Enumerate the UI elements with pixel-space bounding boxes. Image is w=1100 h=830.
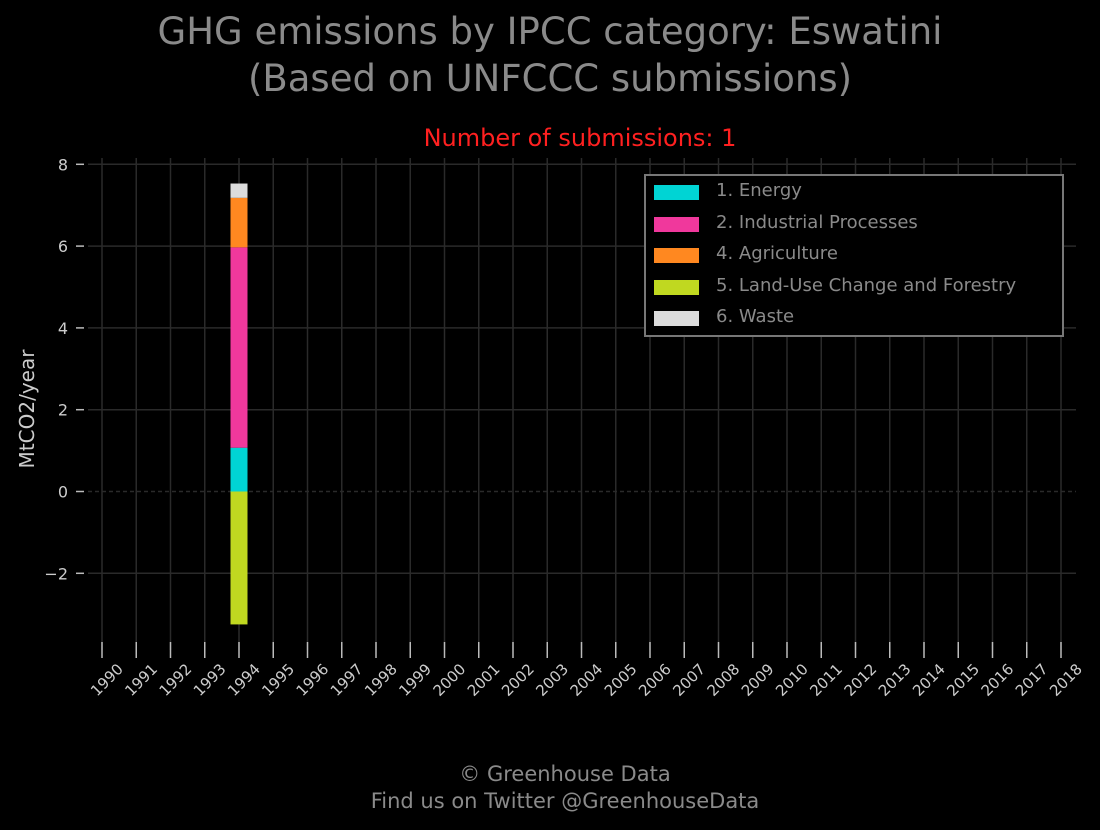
x-tick-label: 2000 bbox=[430, 660, 470, 700]
x-tick-label: 2009 bbox=[738, 660, 778, 700]
chart-title-line2: (Based on UNFCCC submissions) bbox=[247, 57, 853, 100]
x-tick-label: 2011 bbox=[806, 660, 846, 700]
y-tick-label: 2 bbox=[58, 401, 68, 420]
x-tick-label: 2010 bbox=[772, 660, 812, 700]
legend-label: 6. Waste bbox=[716, 306, 795, 327]
legend-label: 4. Agriculture bbox=[716, 243, 838, 264]
bar-segment bbox=[230, 183, 248, 198]
x-tick-label: 2004 bbox=[567, 660, 607, 700]
legend-swatch bbox=[654, 185, 699, 200]
legend-swatch bbox=[654, 279, 699, 295]
bar-segment bbox=[230, 447, 248, 492]
chart-subtitle: Number of submissions: 1 bbox=[423, 124, 737, 152]
x-tick-label: 2003 bbox=[532, 660, 572, 700]
bar-segment bbox=[230, 491, 248, 625]
x-tick-label: 1995 bbox=[258, 660, 298, 700]
legend-swatch bbox=[654, 216, 699, 232]
x-tick-label: 1997 bbox=[327, 660, 367, 700]
x-tick-label: 2008 bbox=[704, 660, 744, 700]
chart-title-line1: GHG emissions by IPCC category: Eswatini bbox=[157, 10, 943, 53]
x-tick-label: 2013 bbox=[875, 660, 915, 700]
x-tick-label: 2002 bbox=[498, 660, 538, 700]
footer-twitter: Find us on Twitter @GreenhouseData bbox=[370, 789, 760, 813]
bar-segment bbox=[230, 197, 248, 248]
bars bbox=[230, 183, 248, 625]
legend-swatch bbox=[654, 248, 699, 263]
y-tick-label: 4 bbox=[58, 319, 68, 338]
x-tick-label: 1991 bbox=[121, 660, 161, 700]
x-tick-label: 1992 bbox=[156, 660, 196, 700]
y-axis-label: MtCO2/year bbox=[15, 349, 39, 469]
x-tick-label: 2007 bbox=[669, 660, 709, 700]
legend: 1. Energy 2. Industrial Processes 4. Agric… bbox=[644, 174, 1064, 337]
x-tick-label: 1999 bbox=[395, 660, 435, 700]
legend-label: 2. Industrial Processes bbox=[716, 211, 918, 233]
y-tick-label: 0 bbox=[58, 483, 68, 502]
x-tick-label: 2014 bbox=[909, 660, 949, 700]
x-tick-label: 1990 bbox=[87, 660, 127, 700]
x-tick-label: 2001 bbox=[464, 660, 504, 700]
footer-copyright: © Greenhouse Data bbox=[459, 762, 671, 786]
bar-segment bbox=[230, 247, 248, 448]
x-tick-label: 1994 bbox=[224, 660, 264, 700]
legend-label: 5. Land-Use Change and Forestry bbox=[716, 274, 1017, 296]
legend-label: 1. Energy bbox=[716, 180, 802, 201]
x-tick-label: 2018 bbox=[1046, 660, 1086, 700]
x-tick-label: 1996 bbox=[293, 660, 333, 700]
legend-swatch bbox=[654, 311, 699, 326]
x-tick-label: 2016 bbox=[978, 660, 1018, 700]
x-tick-label: 2015 bbox=[943, 660, 983, 700]
y-tick-label: 8 bbox=[58, 155, 68, 174]
x-tick-label: 1998 bbox=[361, 660, 401, 700]
y-tick-label: 6 bbox=[58, 237, 68, 256]
y-tick-label: −2 bbox=[44, 564, 68, 583]
x-tick-label: 2012 bbox=[841, 660, 881, 700]
x-tick-label: 2005 bbox=[601, 660, 641, 700]
x-tick-label: 2017 bbox=[1012, 660, 1052, 700]
x-tick-label: 1993 bbox=[190, 660, 230, 700]
x-tick-label: 2006 bbox=[635, 660, 675, 700]
